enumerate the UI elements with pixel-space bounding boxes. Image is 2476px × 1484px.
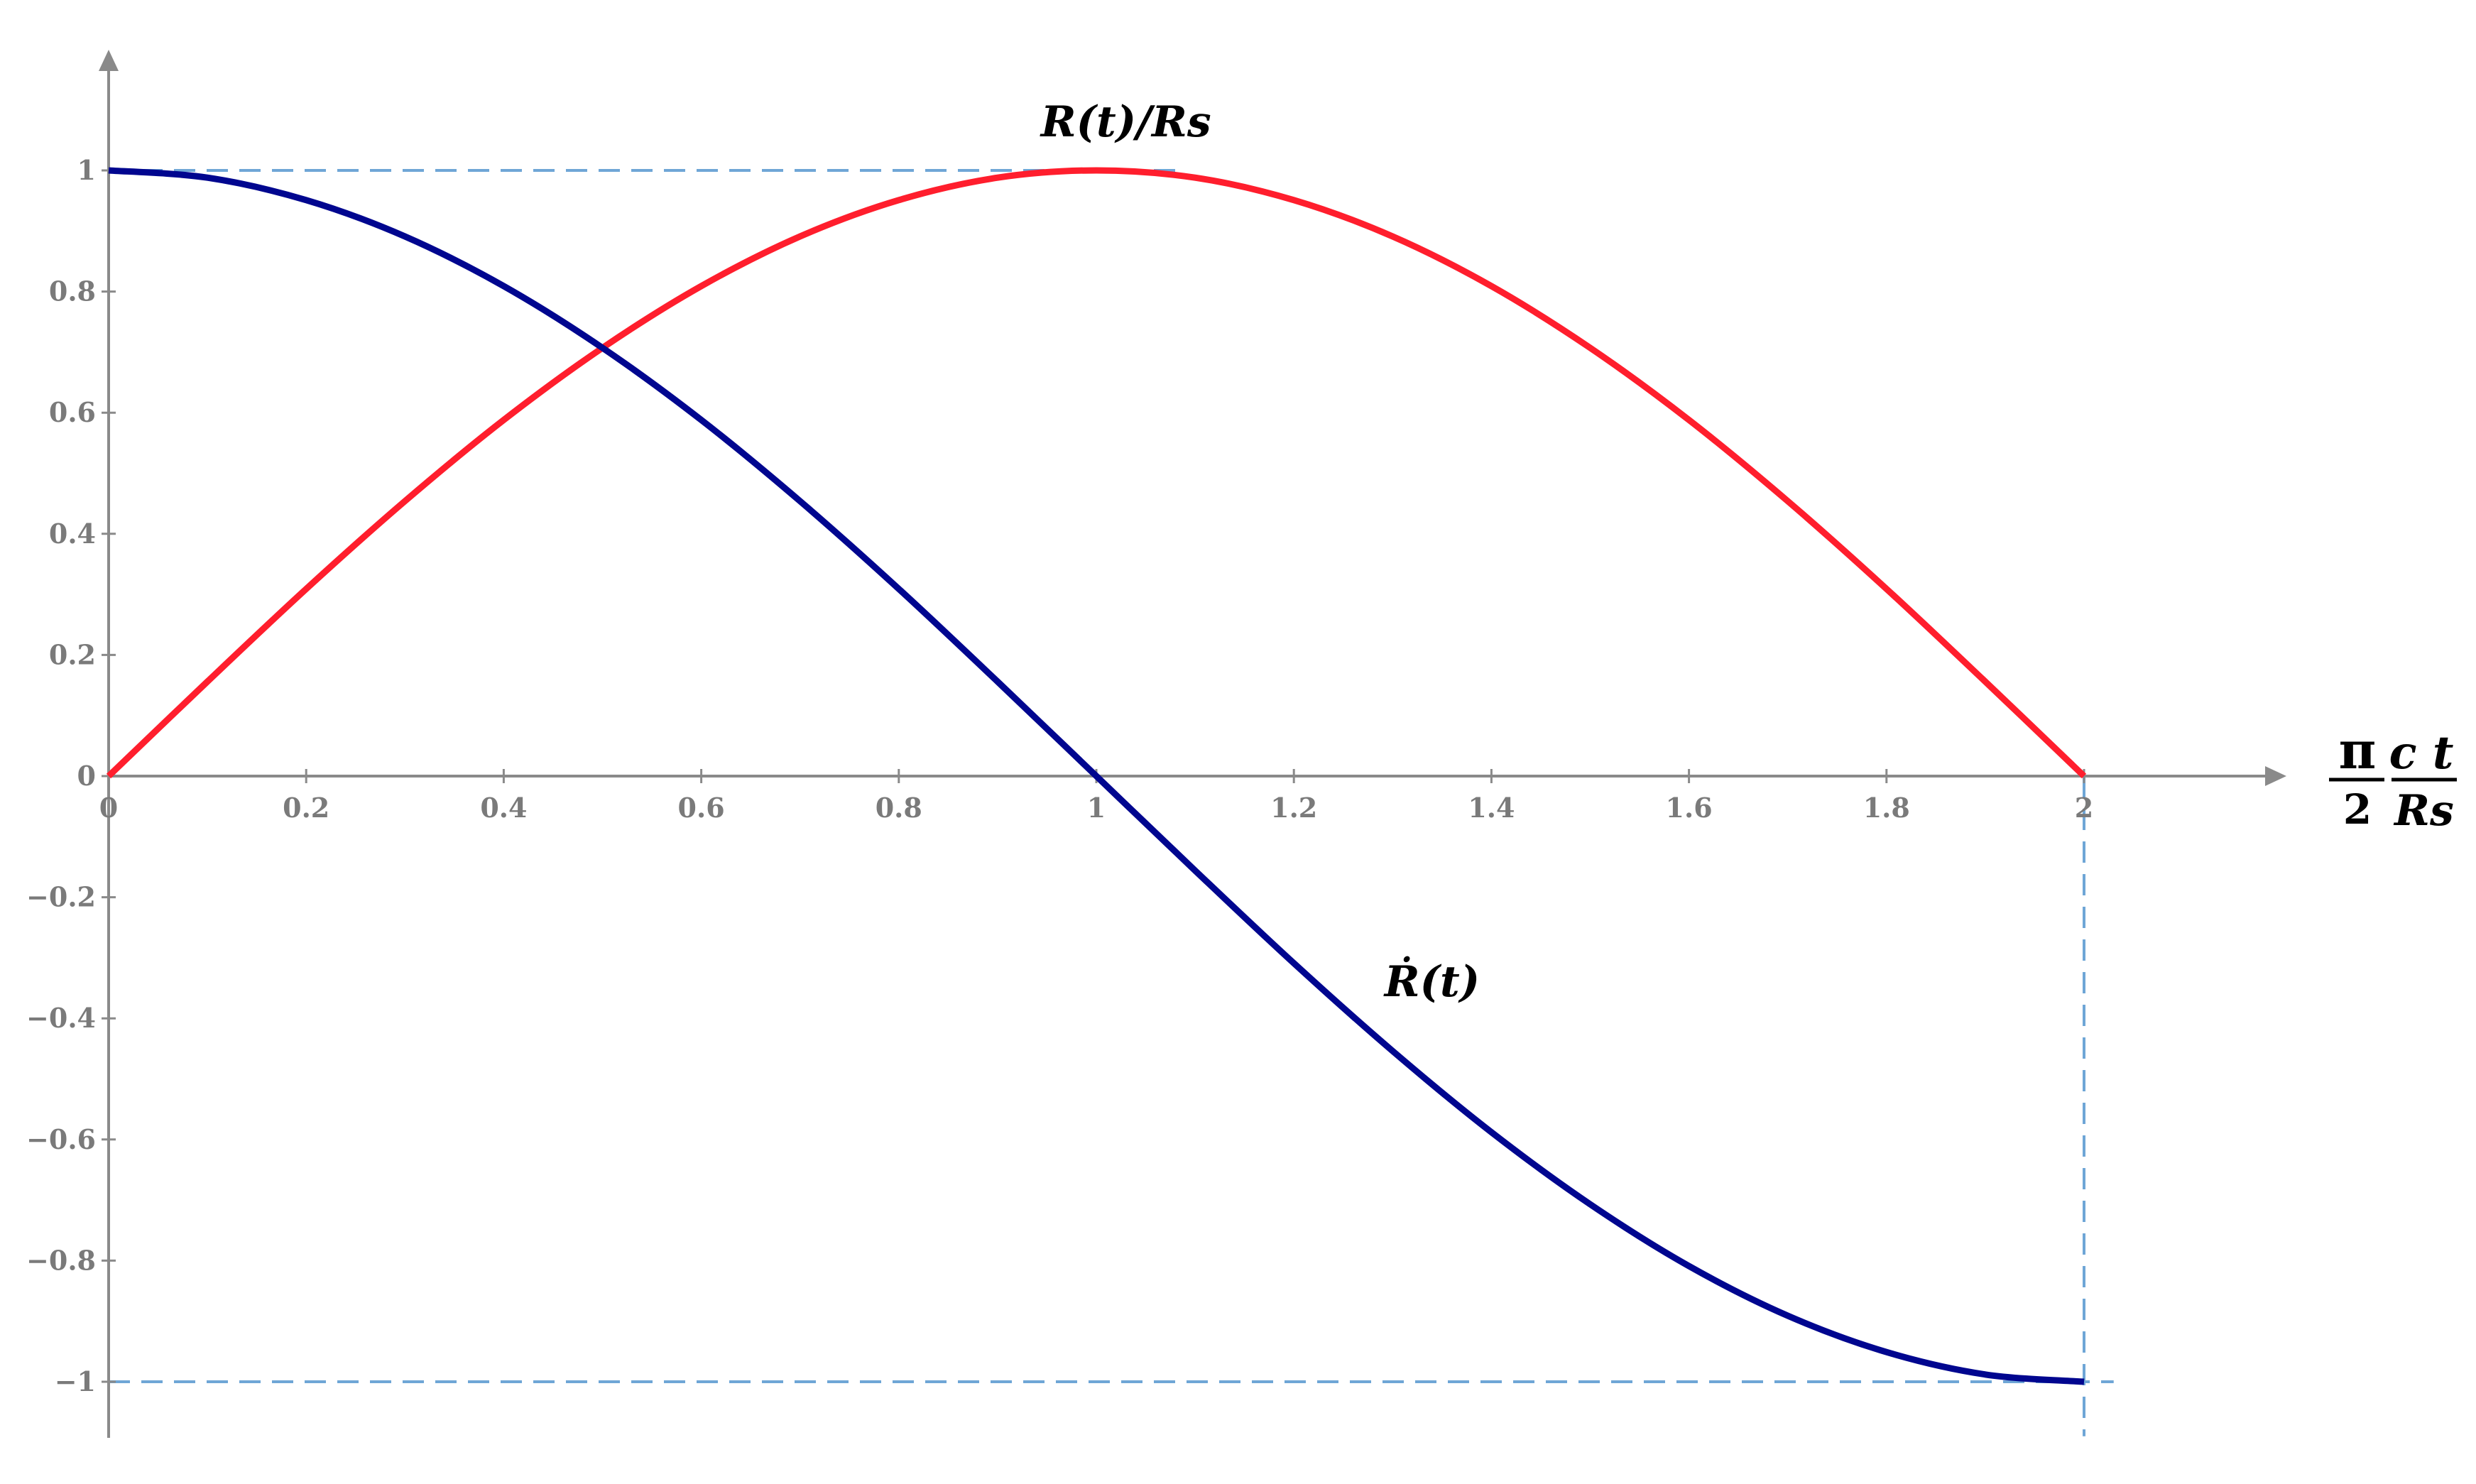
- x-tick-label: 0.4: [480, 792, 527, 824]
- x-label-two: 2: [2343, 785, 2372, 834]
- guide-lines: [109, 169, 2114, 1436]
- x-axis-label: π 2 c t Rs: [2329, 720, 2457, 836]
- y-tick-label: −0.6: [26, 1123, 96, 1155]
- x-label-rs: Rs: [2393, 786, 2454, 836]
- annotation-r-over-rs: R(t)/Rs: [1040, 97, 1211, 147]
- y-tick-label: 0.4: [49, 518, 96, 550]
- y-tick-label: −0.8: [26, 1244, 96, 1276]
- y-tick-label: 0: [77, 760, 96, 792]
- x-label-pi: π: [2339, 720, 2377, 780]
- y-tick-label: 0.6: [49, 396, 96, 428]
- x-tick-label: 0: [99, 792, 118, 824]
- y-tick-label: 0.2: [49, 638, 96, 670]
- y-tick-label: 1: [77, 154, 96, 186]
- x-tick-label: 1.2: [1270, 792, 1317, 824]
- annotation-r-dot: Ṙ(t): [1383, 956, 1480, 1007]
- annotations: R(t)/Rs Ṙ(t): [1040, 97, 1480, 1007]
- x-tick-label: 0.6: [678, 792, 725, 824]
- y-tick-label: −0.2: [26, 881, 96, 913]
- x-tick-label: 0.8: [876, 792, 922, 824]
- x-label-ct: c t: [2389, 726, 2454, 780]
- x-tick-label: 2: [2075, 792, 2093, 824]
- series-line-1: [108, 167, 2085, 1385]
- x-tick-label: 1: [1087, 792, 1106, 824]
- y-axis-arrow: [99, 50, 119, 71]
- series-group: [106, 167, 2087, 1385]
- x-tick-label: 1.4: [1468, 792, 1515, 824]
- x-axis-arrow: [2265, 766, 2286, 786]
- x-tick-label: 1.8: [1863, 792, 1910, 824]
- y-tick-label: −0.4: [26, 1002, 96, 1034]
- y-tick-label: 0.8: [49, 275, 96, 307]
- y-tick-label: −1: [55, 1365, 96, 1397]
- x-tick-label: 1.6: [1666, 792, 1713, 824]
- series-line-0: [106, 167, 2087, 779]
- axes: 0 0.2 0.4 0.6 0.8 1 1.2 1.4 1.6 1.8 2 1 0.8 0.6 0.4 0.2…: [26, 50, 2286, 1438]
- x-tick-label: 0.2: [283, 792, 329, 824]
